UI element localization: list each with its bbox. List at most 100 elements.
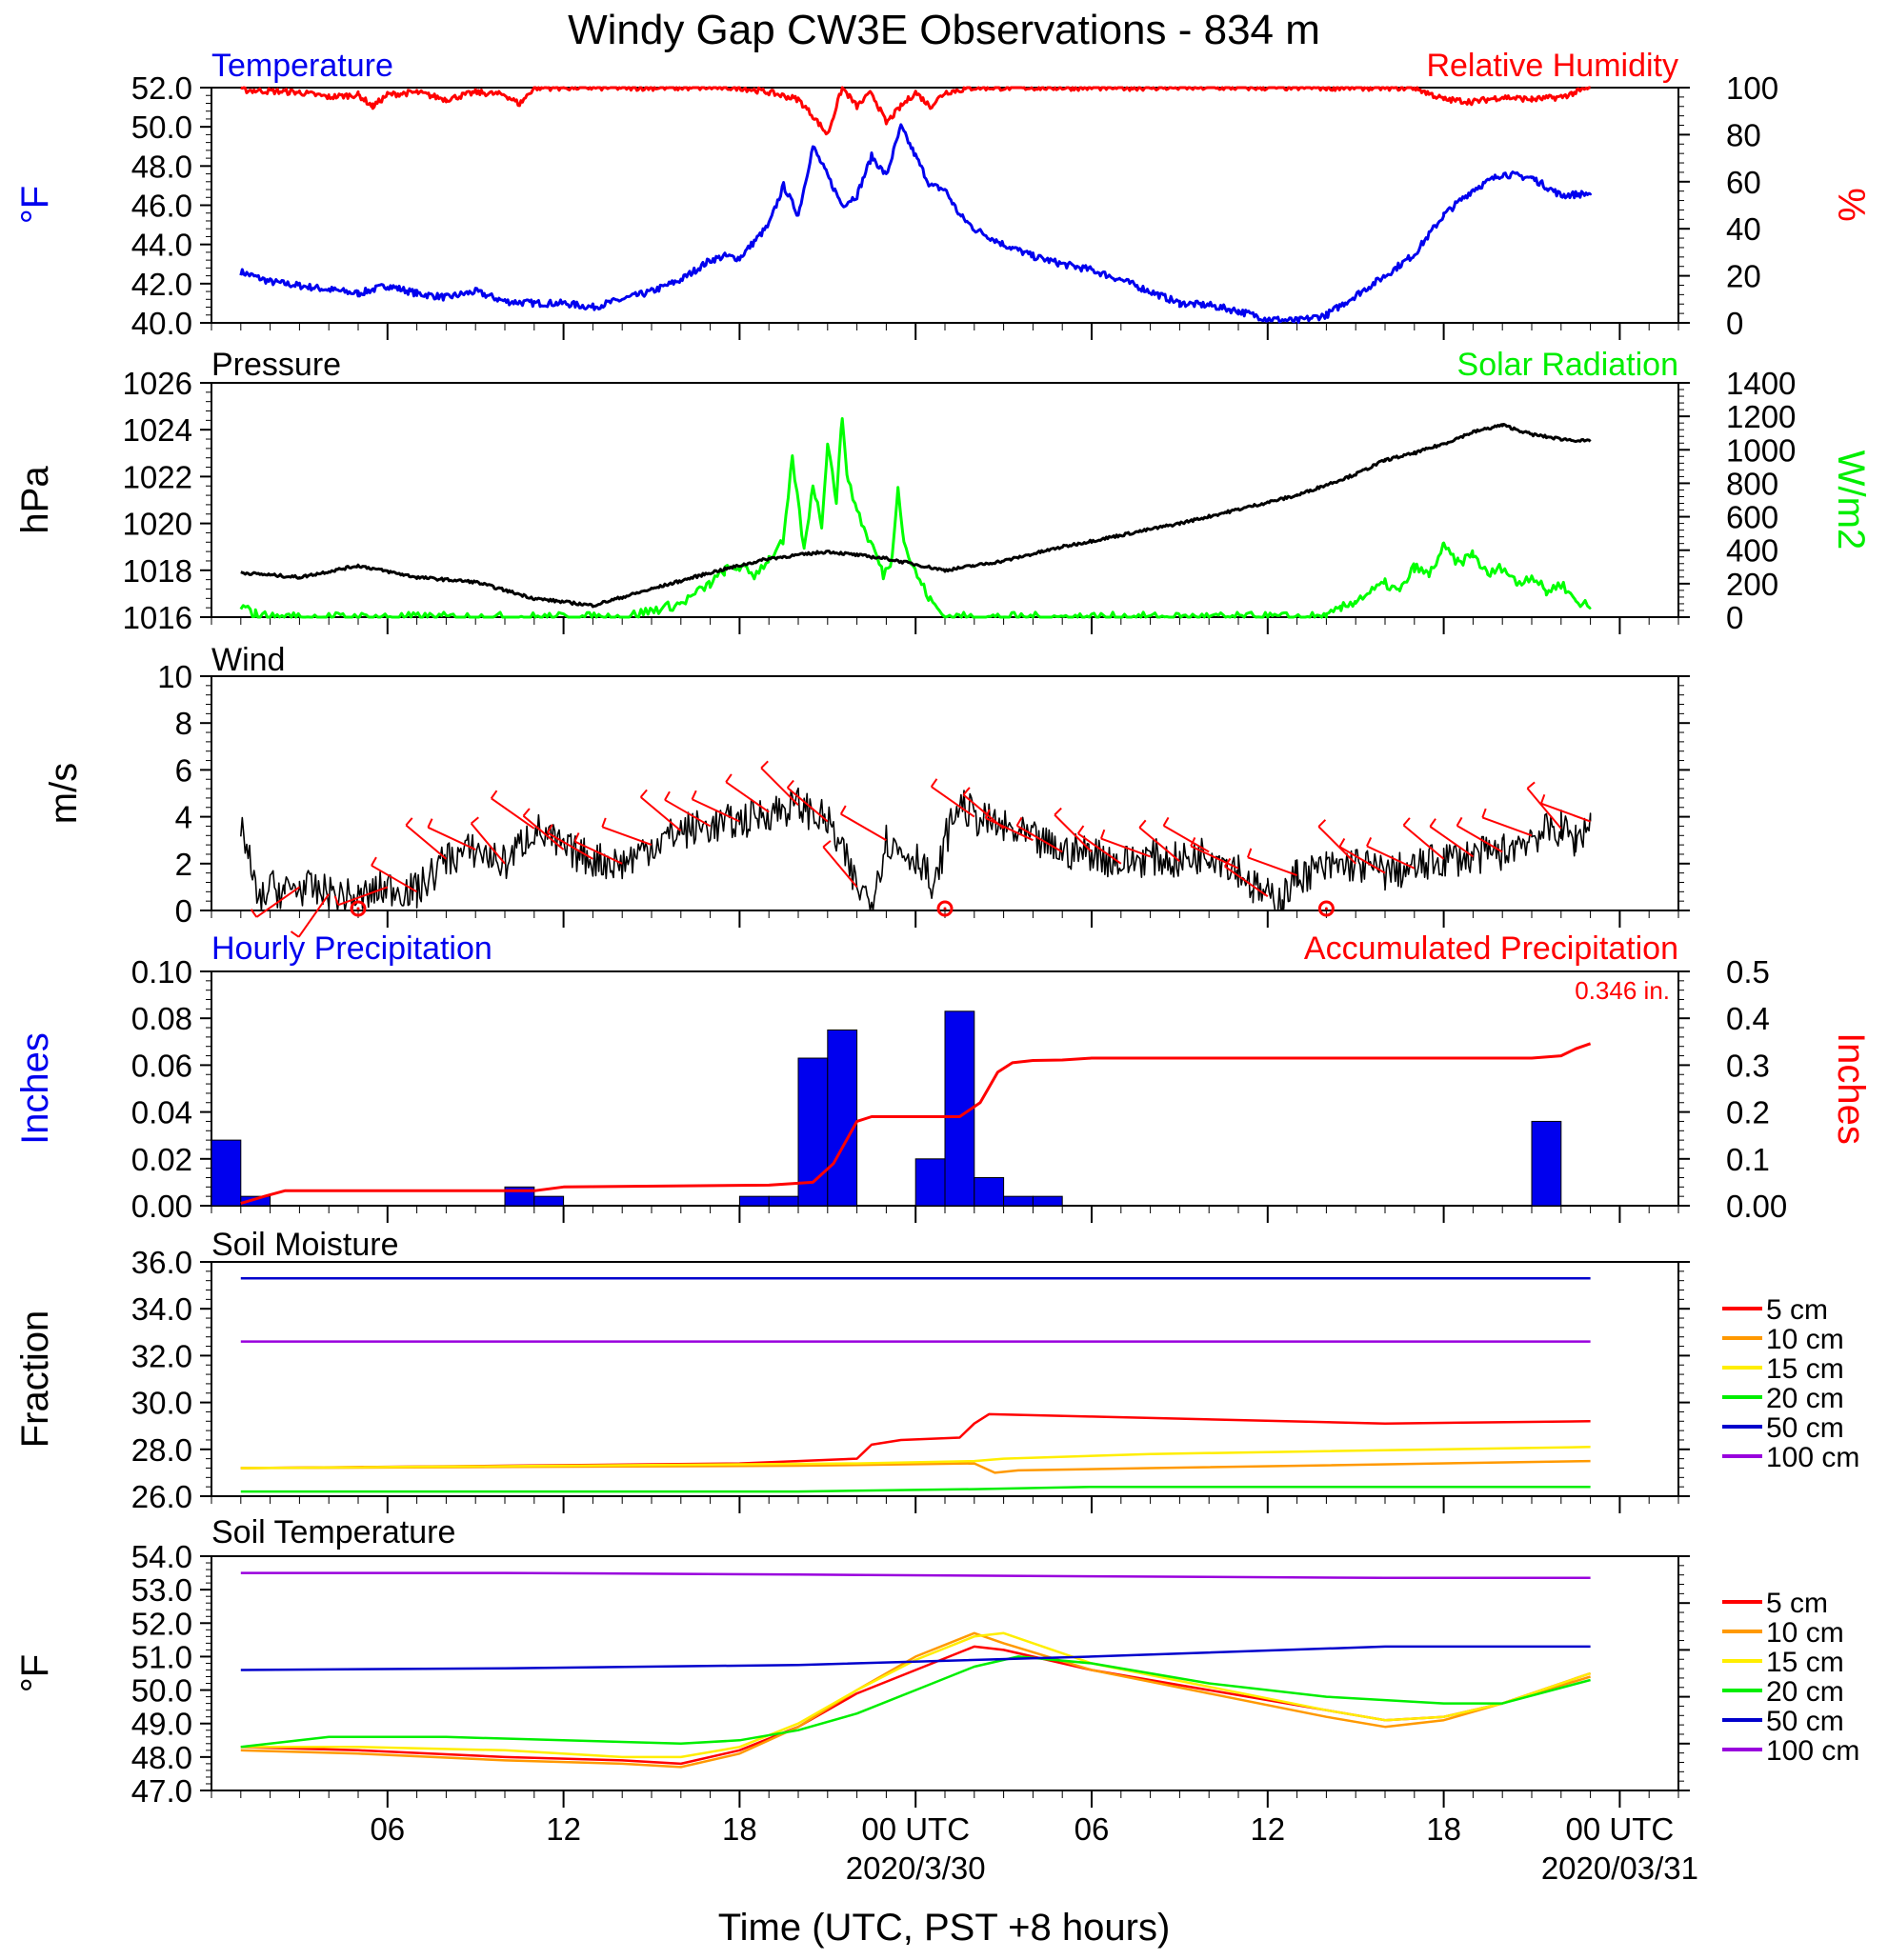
chart-title: Windy Gap CW3E Observations - 834 m [568,7,1320,53]
temperature-label: Temperature [211,48,393,84]
wind-barb-flag [725,773,733,783]
accum-precip-tick-label: 0.1 [1726,1142,1770,1177]
hourly-axis-title: Inches [14,1032,56,1145]
wind-axis-title: m/s [43,763,85,824]
wind-speed-series [240,787,1592,911]
wind-barb-flag [546,824,553,833]
wind-barb-flag [601,817,607,828]
legend-label: 15 cm [1766,1353,1844,1385]
hourly-precip-bar [240,1195,271,1207]
wind-tick-label: 10 [157,659,192,694]
pressure-tick-label: 1016 [123,600,192,635]
wind-barb [985,817,1034,842]
pressure-tick-label: 1018 [123,553,192,589]
soil-moisture-panel: Soil Moisture Fraction 36.0 34.0 32.0 30.0 2… [14,1227,1859,1514]
hourly-precip-tick-label: 0.10 [131,954,192,990]
legend-label: 100 cm [1766,1442,1859,1473]
wind-barb-flag [691,790,697,800]
wind-barb-flag [1099,829,1106,839]
wind-barb [1526,788,1562,830]
pressure-axis-title: hPa [14,466,56,534]
pressure-tick-label: 1022 [123,459,192,494]
wind-barb-flag [573,832,580,842]
wind-barb [931,786,975,818]
soil-moisture-15cm-series [240,1446,1591,1470]
wind-barb [664,799,712,828]
soil-temperature-20cm-series [240,1655,1591,1749]
wind-tick-label: 2 [175,847,192,882]
solar-tick-label: 1000 [1726,432,1796,468]
wind-barb-flag [1539,793,1546,805]
wind-barb-flag [1338,837,1346,848]
x-tick-label: 00 UTC [1566,1811,1675,1847]
soil-temperature-tick-label: 49.0 [131,1707,192,1742]
soil-moisture-axis-title: Fraction [14,1310,56,1449]
solar-tick-label: 800 [1726,466,1778,501]
wind-barb [692,798,740,823]
soil-moisture-tick-label: 36.0 [131,1245,192,1280]
wind-barb-flag [984,809,991,819]
wind-barb [491,797,535,830]
wind-barb-flag [522,808,531,817]
wind-barb [337,886,389,907]
soil-moisture-5cm-series [240,1412,1591,1470]
wind-barb-flag [760,760,769,770]
wind-barb [725,781,770,813]
wind-barb-flag [962,787,971,796]
hourly-precip-bar [211,1139,242,1207]
wind-barb-flag [333,895,340,906]
hourly-precip-label: Hourly Precipitation [211,930,492,967]
wind-barb [1016,825,1063,853]
soil-temperature-panel: Soil Temperature °F 54.053.052.051.050.0… [14,1514,1859,1809]
wind-barb [1481,816,1533,837]
wind-barb [1338,846,1386,874]
accum-axis-title: Inches [1830,1032,1872,1145]
wind-barb-flag [250,909,258,918]
wind-barb-flag [664,790,671,801]
wind-barb-flag [1317,819,1327,828]
wind-barb-flag [639,789,648,798]
wind-barb [640,796,682,832]
soil-moisture-tick-label: 34.0 [131,1291,192,1327]
x-tick-label: 18 [722,1811,757,1847]
x-tick-label: 00 UTC [861,1811,970,1847]
soil-temperature-tick-label: 51.0 [131,1639,192,1674]
x-tick-label: 12 [1250,1811,1285,1847]
wind-barb-flag [822,840,832,849]
hourly-precip-tick-label: 0.08 [131,1001,192,1036]
solar-tick-label: 400 [1726,533,1778,569]
wind-tick-label: 4 [175,800,192,835]
x-tick-label: 06 [370,1811,405,1847]
accum-precip-tick-label: 0.00 [1726,1189,1787,1224]
pressure-solar-panel: Pressure Solar Radiation hPa W/m2 1026 10… [14,347,1872,635]
accum-total-annotation: 0.346 in. [1575,976,1670,1005]
x-tick-label: 06 [1075,1811,1110,1847]
accum-precip-tick-label: 0.3 [1726,1048,1770,1083]
humidity-label: Relative Humidity [1426,48,1678,84]
legend-label: 100 cm [1766,1735,1859,1767]
legend-label: 5 cm [1766,1588,1828,1619]
pressure-label: Pressure [211,347,341,383]
wind-barb [1190,845,1239,870]
solar-tick-label: 1400 [1726,366,1796,401]
humidity-tick-label: 80 [1726,117,1761,152]
solar-tick-label: 0 [1726,600,1743,635]
temperature-tick-label: 42.0 [131,267,192,302]
soil-moisture-tick-label: 32.0 [131,1338,192,1373]
soil-temperature-tick-label: 53.0 [131,1572,192,1608]
wind-barb [255,886,300,918]
solar-tick-label: 1200 [1726,399,1796,434]
temperature-tick-label: 48.0 [131,149,192,184]
wind-barb-flag [1138,819,1147,829]
calm-wind-marker [350,900,367,917]
hourly-precip-bar [768,1195,799,1207]
hourly-precip-bar [827,1030,858,1207]
hourly-precip-bar [974,1176,1005,1207]
hourly-precip-bar [533,1195,565,1207]
temperature-tick-label: 40.0 [131,306,192,341]
wind-barb-flag [371,856,377,867]
temperature-tick-label: 46.0 [131,189,192,224]
